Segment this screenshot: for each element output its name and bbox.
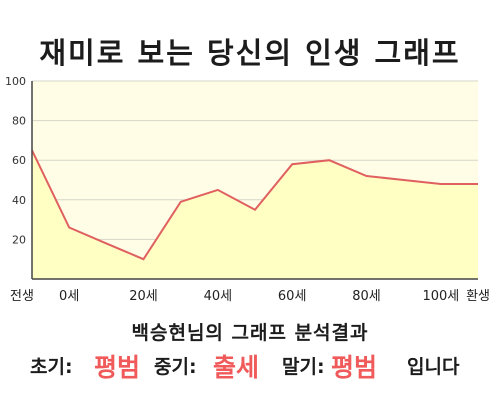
x-tick-label: 20세 — [129, 289, 158, 304]
x-tick-label: 80세 — [352, 289, 381, 304]
result-suffix: 입니다 — [407, 356, 460, 378]
early-label: 초기: — [30, 356, 73, 378]
area-fill — [32, 150, 478, 279]
middle-value: 출세 — [213, 353, 260, 382]
result-heading: 백승현님의 그래프 분석결과 — [131, 322, 369, 344]
x-axis-ticks: 전생 0세 20세 40세 60세 80세 100세 환생 — [10, 289, 490, 304]
result-summary: 초기: 평범 중기: 출세 말기: 평범 입니다 — [0, 348, 500, 384]
page-title: 재미로 보는 당신의 인생 그래프 — [39, 36, 461, 70]
y-tick-label: 40 — [12, 194, 26, 207]
y-tick-label: 80 — [12, 115, 26, 128]
early-value: 평범 — [94, 353, 141, 382]
x-tick-label: 60세 — [278, 289, 307, 304]
series-line — [31, 149, 478, 261]
y-tick-label: 60 — [12, 154, 26, 167]
x-tick-label: 0세 — [59, 289, 79, 304]
y-axis-ticks: 20 40 60 80 100 — [5, 75, 26, 246]
x-tick-label: 100세 — [422, 289, 459, 304]
y-tick-label: 20 — [12, 233, 26, 246]
middle-label: 중기: — [154, 356, 197, 378]
y-tick-label: 100 — [5, 75, 26, 88]
late-value: 평범 — [331, 353, 378, 382]
late-label: 말기: — [282, 356, 325, 378]
x-tick-label: 환생 — [466, 289, 490, 304]
x-tick-label: 40세 — [204, 289, 233, 304]
x-tick-label: 전생 — [10, 289, 34, 304]
life-graph-chart: 20 40 60 80 100 전생 0세 20세 40세 60세 80세 100세 환생 — [5, 75, 490, 304]
